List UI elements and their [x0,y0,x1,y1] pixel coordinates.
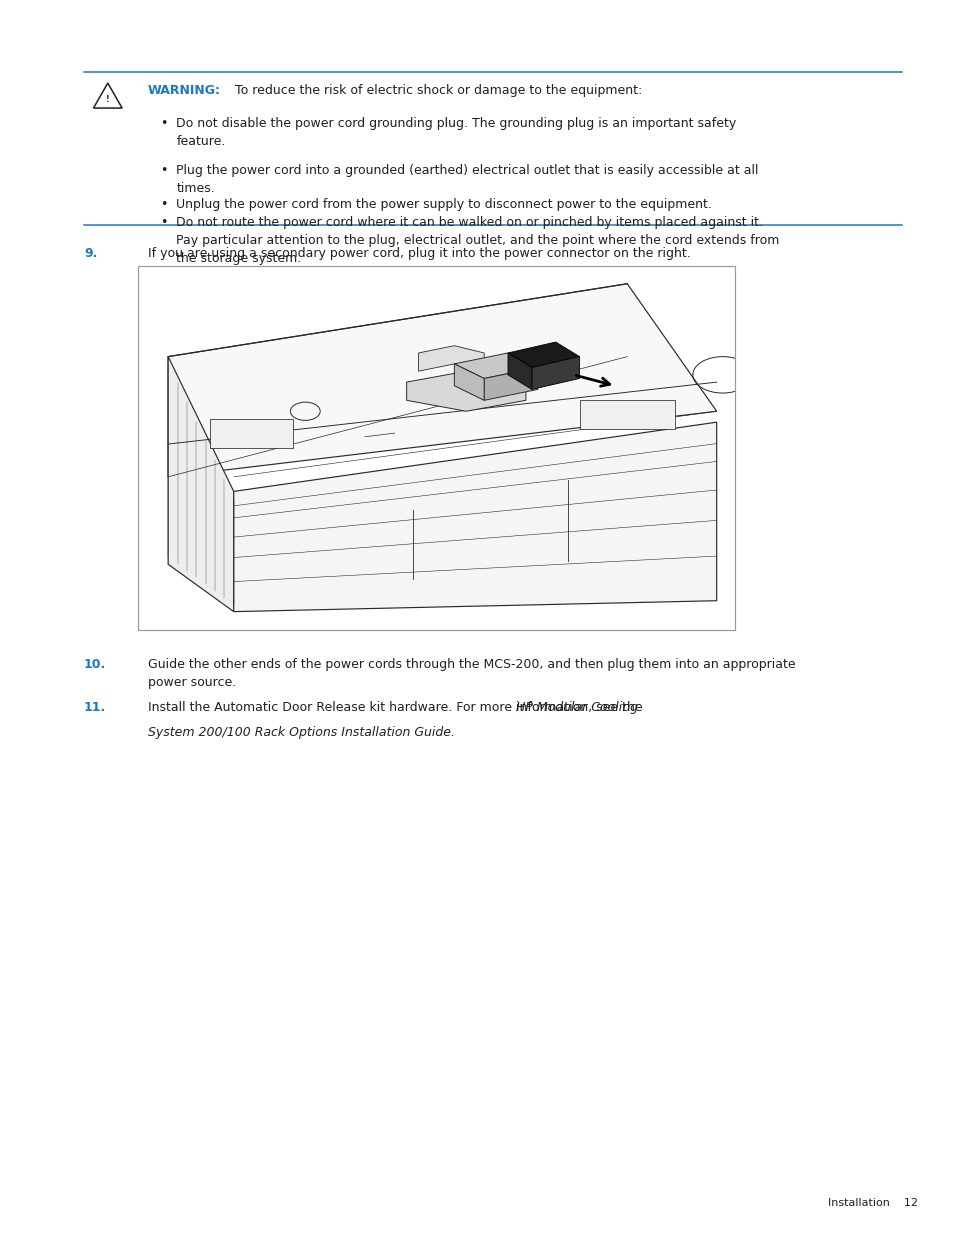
Text: Installation    12: Installation 12 [827,1198,917,1208]
Text: System 200/100 Rack Options Installation Guide.: System 200/100 Rack Options Installation… [148,726,455,740]
Text: Do not route the power cord where it can be walked on or pinched by items placed: Do not route the power cord where it can… [176,216,779,266]
Text: HP Modular Cooling: HP Modular Cooling [516,701,637,715]
Text: 11.: 11. [84,701,106,715]
Text: •: • [160,216,168,230]
Text: To reduce the risk of electric shock or damage to the equipment:: To reduce the risk of electric shock or … [227,84,641,98]
Text: Plug the power cord into a grounded (earthed) electrical outlet that is easily a: Plug the power cord into a grounded (ear… [176,164,759,195]
Text: Install the Automatic Door Release kit hardware. For more information, see the: Install the Automatic Door Release kit h… [148,701,646,715]
Text: Guide the other ends of the power cords through the MCS-200, and then plug them : Guide the other ends of the power cords … [148,658,795,689]
Text: 9.: 9. [84,247,97,261]
Text: WARNING:: WARNING: [148,84,221,98]
Text: Unplug the power cord from the power supply to disconnect power to the equipment: Unplug the power cord from the power sup… [176,198,712,211]
Text: •: • [160,117,168,131]
FancyBboxPatch shape [138,266,734,630]
Text: •: • [160,198,168,211]
Text: If you are using a secondary power cord, plug it into the power connector on the: If you are using a secondary power cord,… [148,247,690,261]
Text: 10.: 10. [84,658,106,672]
Text: Do not disable the power cord grounding plug. The grounding plug is an important: Do not disable the power cord grounding … [176,117,736,148]
Text: •: • [160,164,168,178]
Text: !: ! [106,95,110,104]
